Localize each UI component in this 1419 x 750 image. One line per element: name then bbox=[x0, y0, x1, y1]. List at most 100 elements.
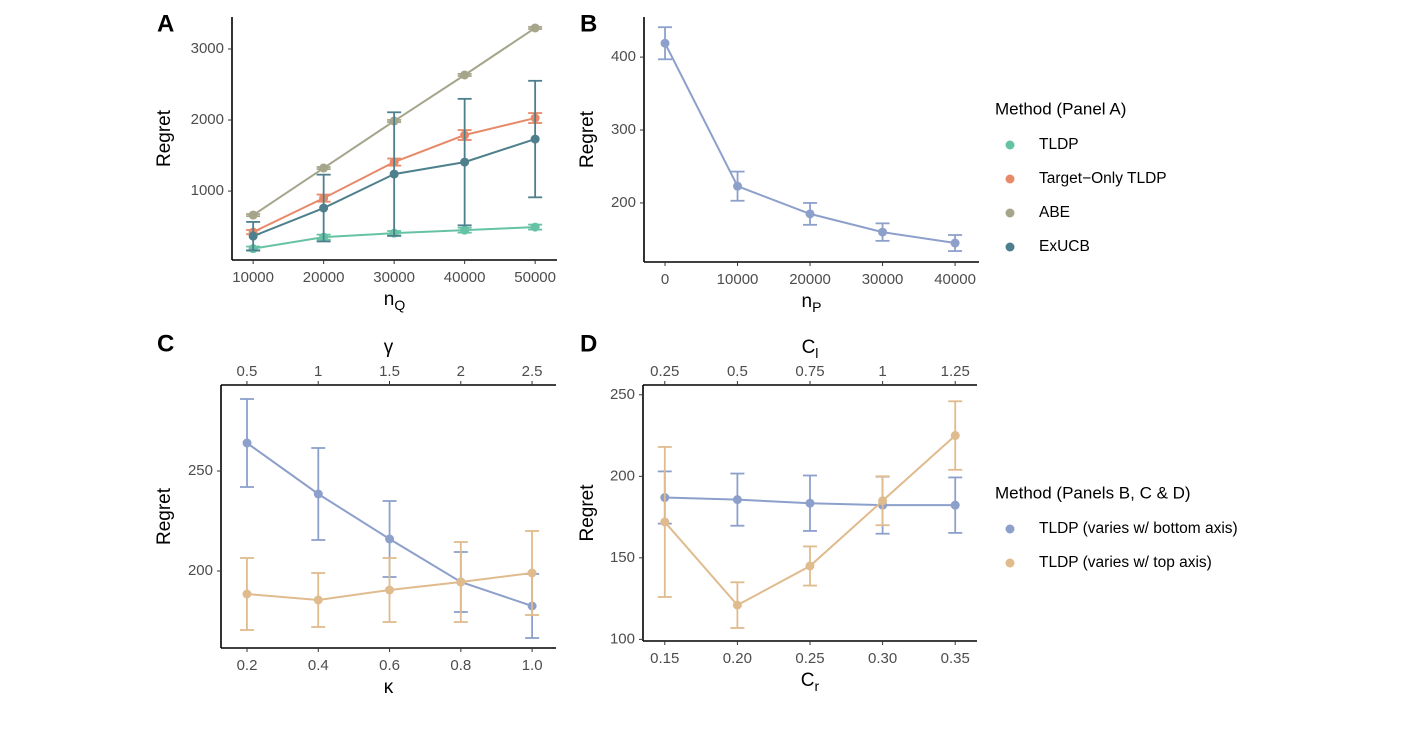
axis-title-sub: r bbox=[815, 678, 820, 694]
data-point bbox=[733, 181, 743, 191]
x-tick-label: 0.4 bbox=[308, 657, 329, 674]
data-point bbox=[460, 225, 470, 235]
y-tick-label: 250 bbox=[610, 386, 635, 403]
data-point bbox=[242, 438, 252, 448]
y-tick-label: 250 bbox=[188, 462, 213, 479]
panel-letter: C bbox=[157, 330, 174, 357]
legend-title: Method (Panels B, C & D) bbox=[995, 483, 1191, 502]
x2-tick-label: 1.25 bbox=[941, 363, 970, 380]
legend-marker bbox=[1005, 140, 1015, 150]
data-point bbox=[732, 495, 742, 505]
y-tick-label: 100 bbox=[610, 630, 635, 647]
data-point bbox=[248, 231, 258, 241]
x-tick-label: 50000 bbox=[514, 269, 556, 286]
data-point bbox=[660, 38, 670, 48]
x-tick-label: 0.35 bbox=[941, 650, 970, 667]
x-tick-label: 30000 bbox=[862, 271, 904, 288]
data-point bbox=[950, 238, 960, 248]
legend-marker bbox=[1005, 524, 1015, 534]
data-point bbox=[950, 500, 960, 510]
data-point bbox=[530, 222, 540, 232]
panel-letter: B bbox=[580, 10, 597, 37]
x-tick-label: 0.6 bbox=[379, 657, 400, 674]
panel-letter: A bbox=[157, 10, 174, 37]
x-tick-label: 0.15 bbox=[650, 650, 679, 667]
data-point bbox=[460, 70, 470, 80]
legend-label: ExUCB bbox=[1039, 238, 1090, 255]
data-point bbox=[878, 496, 888, 506]
axis-title: Cl bbox=[802, 337, 819, 361]
y-tick-label: 400 bbox=[611, 48, 636, 65]
axis-title-sub: l bbox=[815, 345, 818, 361]
x2-tick-label: 2.5 bbox=[522, 363, 543, 380]
x-tick-label: 20000 bbox=[789, 271, 831, 288]
data-point bbox=[456, 577, 466, 587]
data-point bbox=[319, 163, 329, 173]
axis-title-main: C bbox=[801, 670, 815, 691]
x-tick-label: 0.2 bbox=[237, 657, 258, 674]
axis-title-main: γ bbox=[384, 337, 394, 358]
axis-title-sub: Q bbox=[394, 297, 405, 313]
legend-marker bbox=[1005, 174, 1015, 184]
x-tick-label: 1.0 bbox=[522, 657, 543, 674]
data-point bbox=[805, 209, 815, 219]
data-point bbox=[313, 489, 323, 499]
y-tick-label: 200 bbox=[611, 194, 636, 211]
y-tick-label: 1000 bbox=[191, 182, 224, 199]
legend-marker bbox=[1005, 208, 1015, 218]
x-tick-label: 20000 bbox=[303, 269, 345, 286]
axis-title-main: n bbox=[802, 291, 813, 312]
x2-tick-label: 1 bbox=[878, 363, 886, 380]
legend-label: Target−Only TLDP bbox=[1039, 170, 1167, 187]
axis-title-main: C bbox=[802, 337, 816, 358]
y-tick-label: 300 bbox=[611, 121, 636, 138]
y-tick-label: 200 bbox=[610, 467, 635, 484]
data-point bbox=[384, 585, 394, 595]
x2-tick-label: 0.75 bbox=[795, 363, 824, 380]
y-tick-label: 150 bbox=[610, 549, 635, 566]
axis-title-main: n bbox=[384, 289, 395, 310]
x-tick-label: 0.30 bbox=[868, 650, 897, 667]
data-point bbox=[527, 568, 537, 578]
y-tick-label: 200 bbox=[188, 562, 213, 579]
data-point bbox=[805, 498, 815, 508]
y-axis-title: Regret bbox=[154, 487, 175, 545]
x-tick-label: 10000 bbox=[232, 269, 274, 286]
y-axis-title: Regret bbox=[577, 110, 598, 168]
data-point bbox=[385, 534, 395, 544]
x2-tick-label: 1.5 bbox=[379, 363, 400, 380]
axis-title: κ bbox=[384, 677, 394, 698]
data-point bbox=[530, 23, 540, 33]
data-point bbox=[878, 227, 888, 237]
axis-title-main: κ bbox=[384, 677, 394, 698]
legend-label: TLDP bbox=[1039, 136, 1079, 153]
legend-marker bbox=[1005, 242, 1015, 252]
data-point bbox=[460, 157, 470, 167]
x2-tick-label: 1 bbox=[314, 363, 322, 380]
x-tick-label: 0.8 bbox=[450, 657, 471, 674]
data-point bbox=[732, 600, 742, 610]
x2-tick-label: 2 bbox=[457, 363, 465, 380]
data-point bbox=[660, 517, 670, 527]
data-point bbox=[389, 169, 399, 179]
x-tick-label: 30000 bbox=[373, 269, 415, 286]
x-tick-label: 40000 bbox=[444, 269, 486, 286]
y-tick-label: 2000 bbox=[191, 111, 224, 128]
x2-tick-label: 0.5 bbox=[237, 363, 258, 380]
data-point bbox=[950, 431, 960, 441]
x-tick-label: 40000 bbox=[934, 271, 976, 288]
x-tick-label: 0 bbox=[661, 271, 669, 288]
data-point bbox=[530, 134, 540, 144]
x2-tick-label: 0.5 bbox=[727, 363, 748, 380]
legend-title: Method (Panel A) bbox=[995, 99, 1126, 118]
axis-title: nQ bbox=[384, 289, 406, 313]
axis-title: nP bbox=[802, 291, 822, 315]
data-point bbox=[313, 595, 323, 605]
data-point bbox=[242, 589, 252, 599]
panel-letter: D bbox=[580, 330, 597, 357]
legend-label: ABE bbox=[1039, 204, 1070, 221]
y-tick-label: 3000 bbox=[191, 40, 224, 57]
x-tick-label: 0.20 bbox=[723, 650, 752, 667]
data-point bbox=[248, 210, 258, 220]
